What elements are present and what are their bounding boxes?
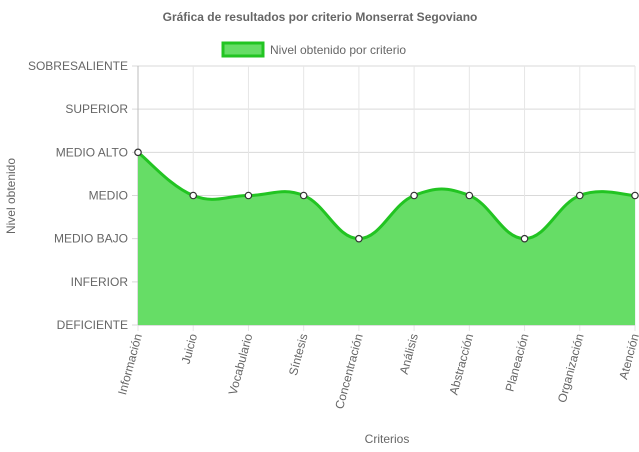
x-tick-label: Vocabulario — [226, 332, 256, 397]
legend-swatch — [221, 41, 265, 58]
data-point-2[interactable] — [244, 191, 253, 200]
series-area — [138, 152, 635, 325]
y-axis-ticks: DEFICIENTE INFERIOR MEDIO BAJO MEDIO MEDIO A… — [28, 59, 128, 332]
chart-title: Gráfica de resultados por criterio Monse… — [163, 10, 478, 24]
data-point-0[interactable] — [134, 148, 142, 157]
x-tick-label: Atención — [616, 332, 639, 381]
y-tick-label: DEFICIENTE — [57, 318, 128, 332]
data-point-7[interactable] — [520, 234, 529, 243]
data-point-9[interactable] — [631, 191, 639, 200]
x-tick-label: Información — [115, 332, 145, 396]
y-tick-label: SOBRESALIENTE — [28, 59, 128, 73]
x-tick-label: Concentración — [332, 332, 366, 410]
x-tick-label: Síntesis — [286, 332, 311, 377]
y-tick-label: SUPERIOR — [65, 102, 128, 116]
y-tick-label: MEDIO — [89, 189, 128, 203]
x-tick-label: Abstracción — [446, 332, 476, 396]
y-tick-label: MEDIO ALTO — [56, 145, 128, 159]
legend-label: Nivel obtenido por criterio — [270, 43, 406, 57]
y-tick-label: INFERIOR — [71, 275, 129, 289]
data-point-8[interactable] — [575, 191, 584, 200]
x-tick-label: Análisis — [397, 332, 421, 376]
x-axis-ticks: Información Juicio Vocabulario Síntesis Conc… — [115, 332, 639, 411]
data-points — [134, 148, 639, 243]
legend[interactable]: Nivel obtenido por criterio — [221, 41, 406, 58]
data-point-6[interactable] — [465, 191, 474, 200]
data-point-5[interactable] — [410, 191, 418, 200]
x-axis-label: Criterios — [365, 432, 410, 446]
x-tick-label: Organización — [555, 332, 587, 404]
data-point-3[interactable] — [299, 191, 308, 200]
data-point-4[interactable] — [355, 234, 363, 243]
x-tick-label: Juicio — [179, 332, 201, 366]
y-axis-label: Nivel obtenido — [4, 158, 18, 234]
series-line — [137, 151, 636, 241]
x-tick-label: Planeación — [503, 332, 532, 393]
y-tick-label: MEDIO BAJO — [54, 232, 128, 246]
data-point-1[interactable] — [189, 191, 198, 200]
